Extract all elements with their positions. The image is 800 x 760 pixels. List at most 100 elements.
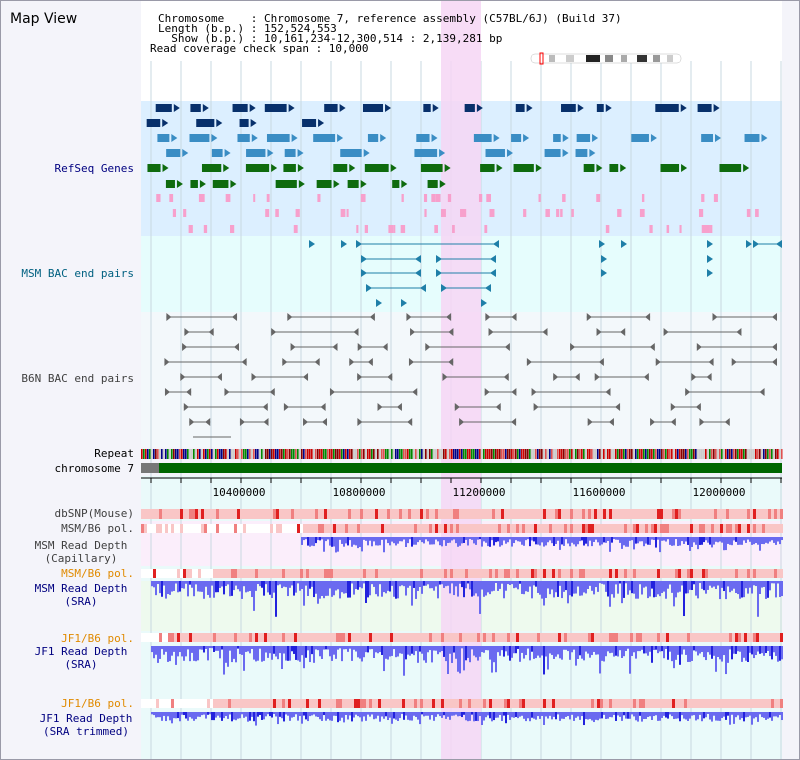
dbsnp-density-cell — [393, 509, 396, 519]
msm-pol-cell — [522, 524, 525, 533]
jf1-sra-depth-bar — [731, 646, 733, 660]
dbsnp-density-cell — [279, 509, 282, 519]
bac-end-marker — [645, 313, 651, 321]
msm-sra-depth-bar — [309, 581, 311, 589]
msm-sra-depth-bar — [221, 581, 223, 587]
msm-pol-cell — [699, 524, 702, 533]
jf1-pol-cell — [600, 633, 603, 642]
dbsnp-density-cell — [531, 509, 534, 519]
msm-capillary-depth-bar — [695, 537, 697, 545]
jf1-pol2-cell — [384, 699, 387, 708]
msm-sra-depth-bar — [629, 581, 631, 591]
repeat-mark — [183, 449, 185, 459]
jf1-trimmed-depth-bar — [681, 712, 683, 716]
repeat-mark — [189, 449, 191, 459]
msm-pol2-cell — [225, 569, 228, 578]
msm-capillary-depth-bar — [307, 537, 309, 546]
repeat-mark — [457, 449, 459, 459]
msm-pol2-cell — [270, 569, 273, 578]
msm-sra-depth-bar — [171, 581, 173, 592]
jf1-trimmed-depth-bar — [323, 712, 325, 716]
msm-pol-cell — [168, 524, 171, 533]
gene-block — [147, 164, 161, 172]
jf1-pol-cell — [243, 633, 246, 642]
msm-capillary-depth-bar — [453, 537, 455, 540]
msm-sra-depth-bar — [205, 581, 207, 587]
msm-sra-depth-bar — [297, 581, 299, 584]
jf1-trimmed-depth-bar — [165, 712, 167, 722]
repeat-mark — [535, 449, 537, 459]
repeat-mark — [149, 449, 151, 459]
msm-sra-depth-bar — [225, 581, 227, 587]
bac-end-marker — [712, 313, 718, 321]
repeat-mark — [397, 449, 399, 459]
jf1-trimmed-depth-bar — [609, 712, 611, 718]
gene-feature-mark — [188, 225, 193, 233]
msm-capillary-depth-bar — [385, 537, 387, 540]
axis-tick-label: 11200000 — [452, 486, 506, 499]
jf1-pol-cell — [657, 633, 660, 642]
jf1-sra-depth-bar — [295, 646, 297, 660]
dbsnp-density-cell — [477, 509, 480, 519]
jf1-sra-depth-bar — [591, 646, 593, 656]
gene-feature-mark — [295, 209, 300, 217]
repeat-mark — [541, 449, 543, 459]
msm-pol2-cell — [498, 569, 501, 578]
jf1-trimmed-depth-bar — [439, 712, 441, 717]
repeat-mark — [591, 449, 593, 459]
msm-sra-depth-bar — [593, 581, 595, 595]
msm-sra-depth-bar — [545, 581, 547, 598]
msm-capillary-depth-bar — [635, 537, 637, 544]
jf1-pol2-cell — [222, 699, 225, 708]
msm-pol-cell — [528, 524, 531, 533]
jf1-trimmed-depth-bar — [447, 712, 449, 717]
dbsnp-density-cell — [366, 509, 369, 519]
jf1-sra-depth-bar — [167, 646, 169, 662]
jf1-sra-depth-bar — [217, 646, 219, 651]
msm-pol-cell — [681, 524, 684, 533]
jf1-trimmed-depth-bar — [247, 712, 249, 722]
repeat-mark — [501, 449, 503, 459]
msm-sra-depth-bar — [385, 581, 387, 594]
msm-pol2-cell — [393, 569, 396, 578]
gene-feature-mark — [706, 225, 710, 233]
jf1-trimmed-depth-bar — [419, 712, 421, 725]
jf1-pol2-cell — [759, 699, 762, 708]
repeat-mark — [449, 449, 451, 459]
jf1-trimmed-depth-bar — [679, 712, 681, 722]
gene-feature-mark — [713, 194, 718, 202]
jf1-sra-depth-bar — [179, 646, 181, 653]
dbsnp-density-cell — [264, 509, 267, 519]
axis-tick-label: 10400000 — [212, 486, 266, 499]
msm-pol2-cell — [396, 569, 399, 578]
jf1-pol-cell — [654, 633, 657, 642]
bac-end-marker — [269, 388, 275, 396]
msm-pol2-cell — [555, 569, 558, 578]
jf1-trimmed-depth-bar — [373, 712, 375, 720]
jf1-trimmed-depth-bar — [201, 712, 203, 716]
repeat-mark — [753, 449, 755, 459]
msm-sra-depth-bar — [483, 581, 485, 597]
dbsnp-density-cell — [225, 509, 228, 519]
jf1-trimmed-depth-bar — [271, 712, 273, 718]
repeat-mark — [199, 449, 201, 459]
ideogram-band — [621, 55, 627, 62]
jf1-pol2-cell — [273, 699, 276, 708]
jf1-pol-cell — [387, 633, 390, 642]
msm-sra-depth-bar — [513, 581, 515, 589]
dbsnp-density-cell — [621, 509, 624, 519]
msm-sra-depth-bar — [621, 581, 623, 604]
jf1-pol2-cell — [366, 699, 369, 708]
msm-sra-depth-bar — [335, 581, 337, 591]
jf1-trimmed-depth-bar — [425, 712, 427, 716]
msm-capillary-depth-bar — [585, 537, 587, 544]
repeat-mark — [559, 449, 561, 459]
msm-pol2-cell — [381, 569, 384, 578]
msm-sra-depth-bar — [617, 581, 619, 594]
gene-feature-mark — [639, 209, 645, 217]
jf1-sra-depth-bar — [521, 646, 523, 653]
msm-sra-depth-bar — [209, 581, 211, 598]
jf1-sra-depth-bar — [535, 646, 537, 659]
msm-pol2-cell — [402, 569, 405, 578]
